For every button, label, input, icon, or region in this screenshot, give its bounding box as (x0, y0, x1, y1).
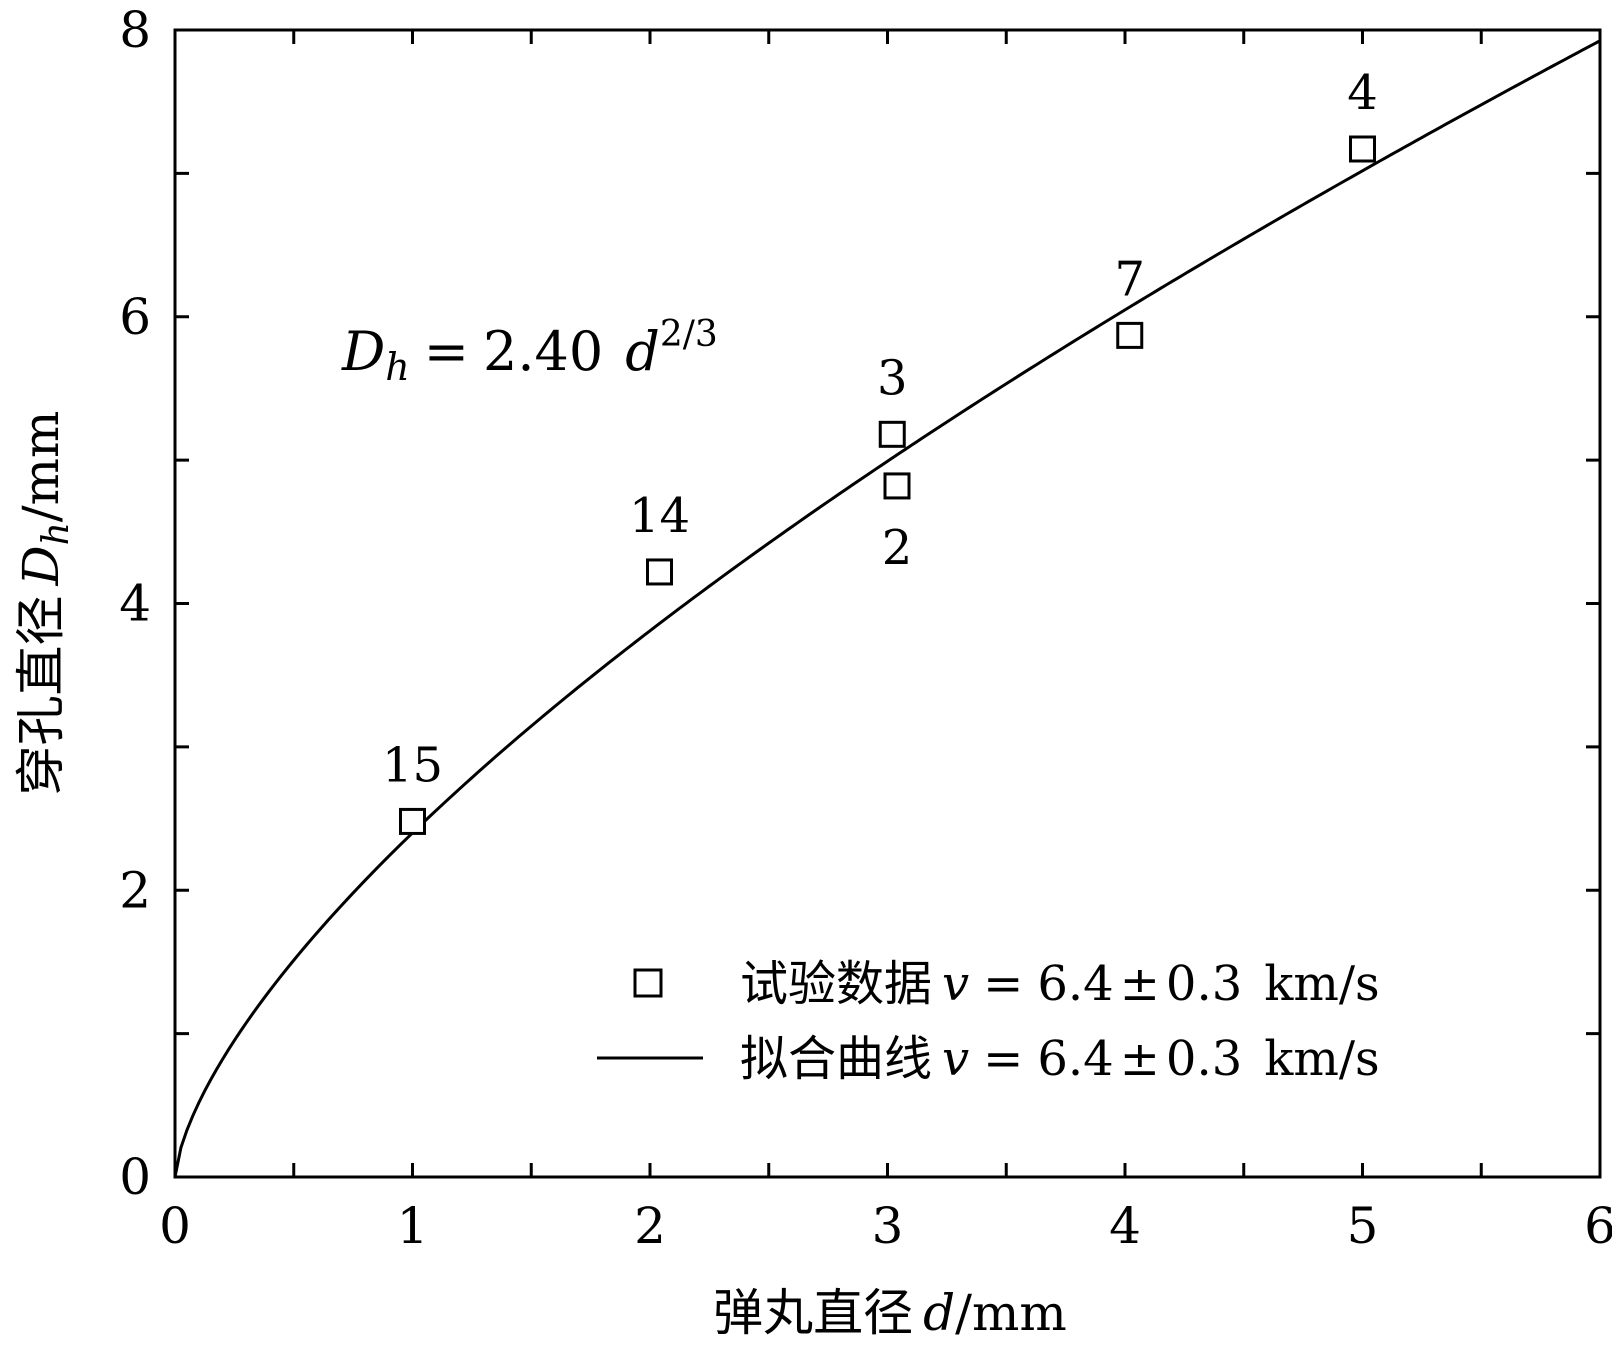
data-point-marker (1349, 135, 1376, 163)
data-point-marker (1116, 321, 1144, 349)
data-point-label: 14 (629, 488, 690, 544)
x-tick-label: 4 (1109, 1197, 1141, 1255)
x-tick-label: 1 (397, 1197, 429, 1255)
y-tick-label: 6 (119, 288, 151, 346)
x-tick-label: 6 (1584, 1197, 1612, 1255)
data-point-label: 15 (382, 737, 443, 793)
legend: 试验数据 v = 6.4 ±0.3 km/s 拟合曲线 v = 6.4 ±0.3 km/s (597, 956, 1380, 1087)
x-tick-label: 0 (159, 1197, 191, 1255)
data-point-marker (646, 558, 673, 586)
legend-marker-square (633, 968, 663, 998)
y-tick-label: 2 (119, 861, 151, 919)
y-tick-label: 0 (119, 1148, 151, 1206)
data-point-label: 2 (882, 520, 913, 576)
axis-ticks: 0 1 2 3 4 5 6 0 2 4 6 8 (119, 1, 1612, 1255)
formula-annotation: Dh = 2.40 d2/3 (341, 314, 718, 389)
x-axis-title: 弹丸直径 d/mm (713, 1284, 1067, 1342)
legend-entry-data: 试验数据 v = 6.4 ±0.3 km/s (740, 956, 1380, 1012)
y-tick-label: 8 (119, 1, 151, 59)
data-point-label: 7 (1114, 251, 1145, 307)
data-point-marker (878, 420, 906, 448)
data-markers: 15 14 3 2 7 4 (382, 65, 1378, 835)
x-tick-label: 5 (1347, 1197, 1379, 1255)
data-point-label: 4 (1347, 65, 1378, 121)
y-tick-label: 4 (119, 575, 151, 633)
legend-entry-fit: 拟合曲线 v = 6.4 ±0.3 km/s (740, 1031, 1380, 1087)
data-point-marker (399, 807, 426, 835)
data-point-marker (883, 472, 911, 500)
x-tick-label: 3 (872, 1197, 904, 1255)
y-axis-title: 穿孔直径Dh/mm (12, 411, 77, 796)
data-point-label: 3 (877, 350, 908, 406)
x-tick-label: 2 (634, 1197, 666, 1255)
